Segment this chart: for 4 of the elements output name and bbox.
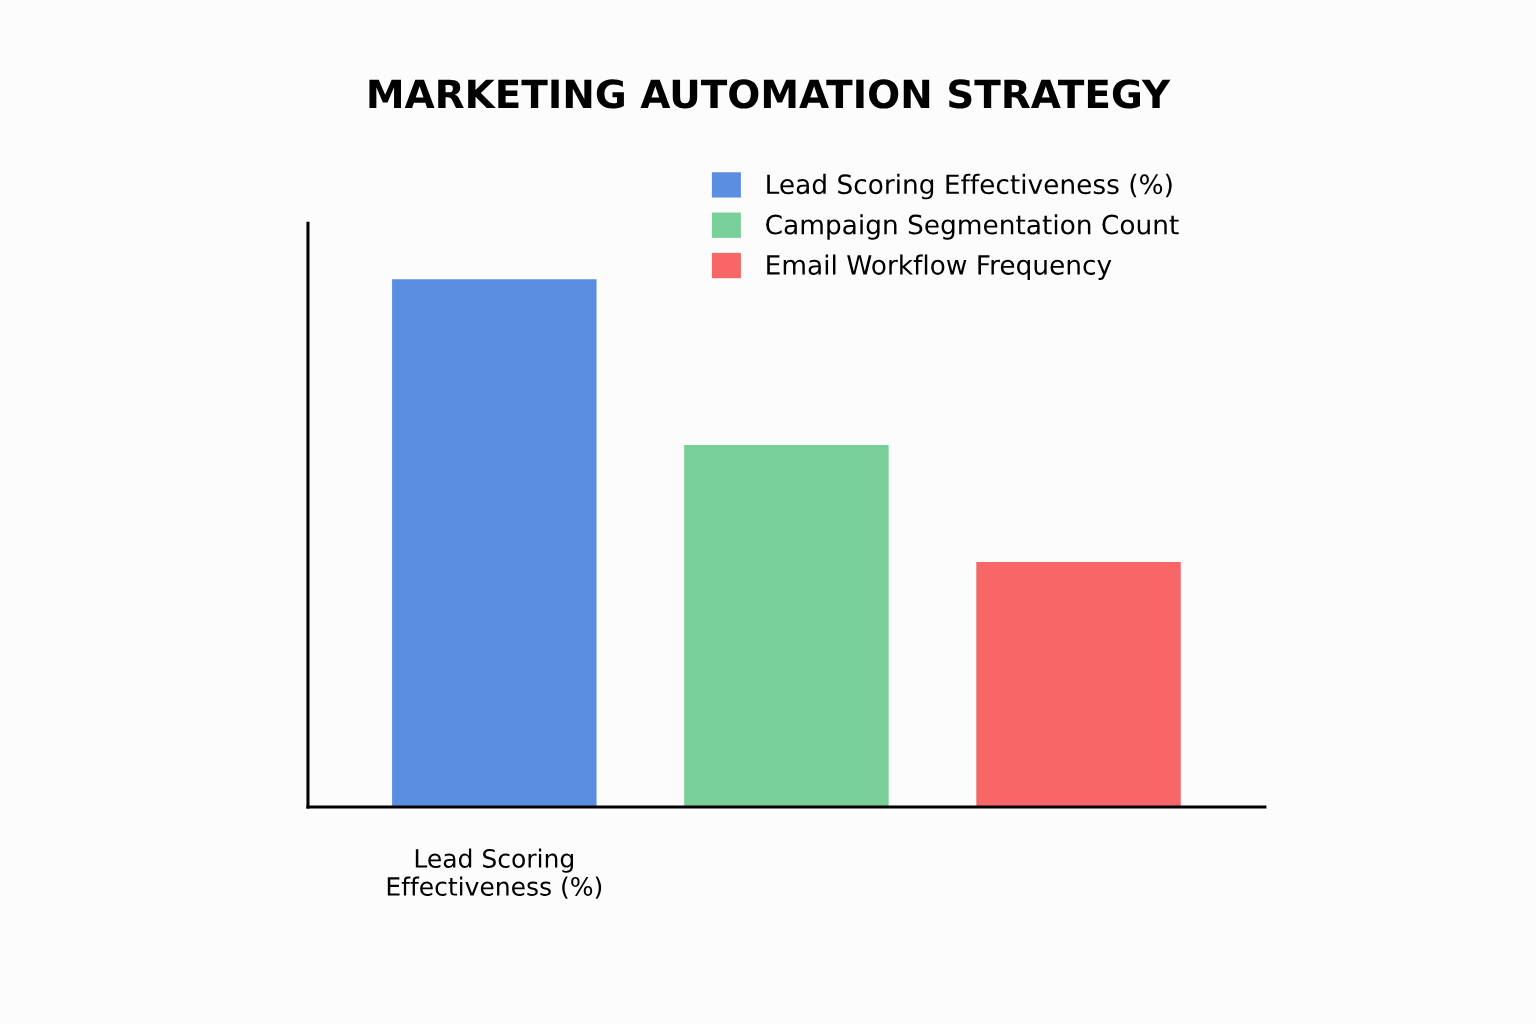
legend-label: Campaign Segmentation Count <box>766 214 1179 240</box>
legend-label: Email Workflow Frequency <box>767 254 1112 280</box>
chart-title: MARKETING AUTOMATION STRATEGY <box>369 79 1171 109</box>
legend-label: Lead Scoring Effectiveness (%) <box>767 173 1172 200</box>
